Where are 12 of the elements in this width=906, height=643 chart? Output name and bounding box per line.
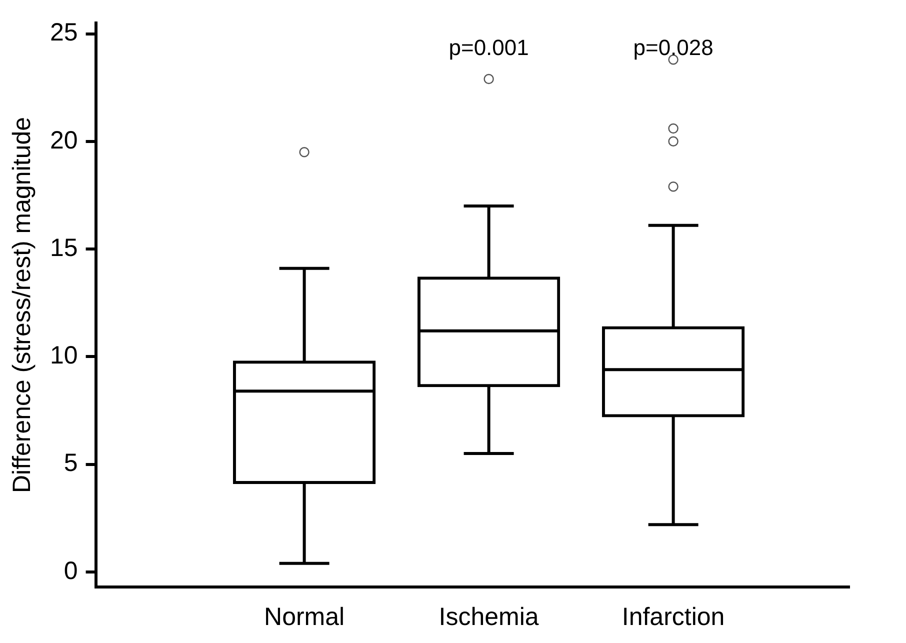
annotation: p=0.001: [448, 35, 529, 60]
y-tick-label: 0: [64, 556, 78, 585]
y-tick-label: 5: [64, 449, 78, 478]
x-tick-label: Ischemia: [438, 602, 539, 631]
y-axis-title: Difference (stress/rest) magnitude: [8, 116, 36, 494]
annotation: p=0.028: [633, 35, 714, 60]
y-tick-label: 15: [50, 234, 78, 262]
y-tick-label: 10: [50, 342, 78, 370]
y-tick-label: 20: [50, 126, 78, 154]
x-tick-label: Normal: [264, 602, 345, 631]
x-tick-label: Infarction: [622, 602, 725, 631]
y-tick-label: 25: [50, 18, 78, 47]
